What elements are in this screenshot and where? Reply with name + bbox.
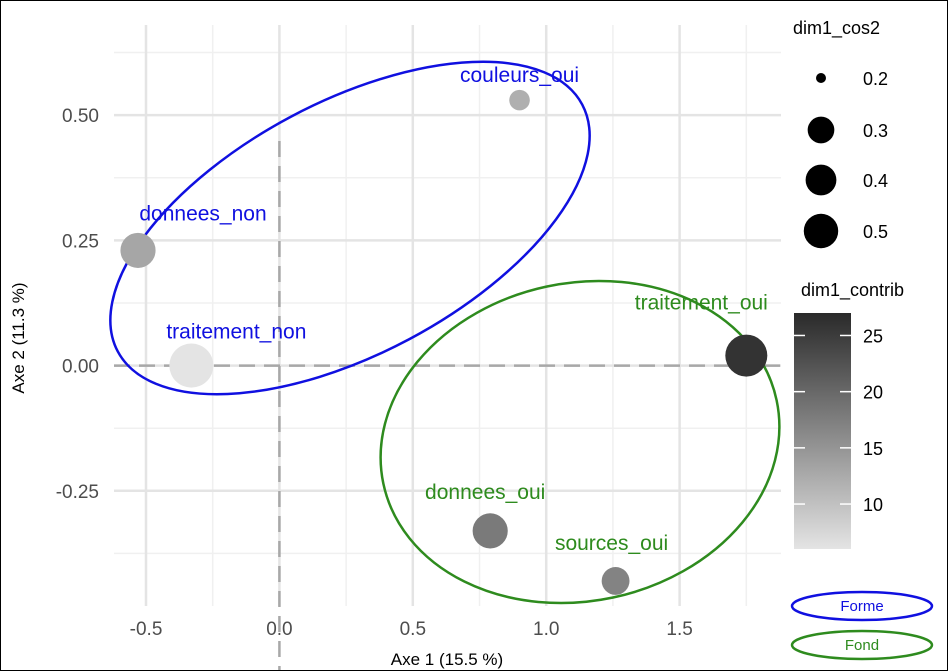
x-tick-label: 0.0 (266, 619, 292, 640)
color-legend-title: dim1_contrib (801, 280, 904, 301)
group-key-label: Forme (840, 598, 883, 615)
color-legend-label: 20 (863, 383, 883, 403)
axis-ticks: -0.5 0.0 0.5 1.0 1.5 0.50 0.25 0.00 -0.25 (56, 106, 693, 640)
group-key-Fond (790, 629, 934, 661)
color-legend-label: 15 (863, 439, 883, 459)
point-label-traitement_oui: traitement_oui (635, 292, 768, 315)
point-sources_oui (601, 567, 630, 595)
x-tick-label: 1.0 (533, 619, 559, 640)
color-legend: 25 20 15 10 (794, 313, 883, 549)
size-legend: 0.2 0.3 0.4 0.5 (803, 69, 888, 249)
color-legend-label: 25 (863, 326, 883, 346)
point-traitement_oui (725, 334, 768, 377)
group-ellipses (109, 60, 781, 605)
y-tick-label: 0.00 (62, 357, 99, 378)
group-key: Forme Fond (790, 590, 934, 661)
point-label-donnees_non: donnees_non (139, 202, 266, 225)
ellipse-fond (379, 279, 781, 605)
point-label-sources_oui: sources_oui (555, 532, 668, 555)
group-key-Forme (790, 590, 934, 622)
x-tick-label: 0.5 (400, 619, 426, 640)
point-donnees_oui (472, 513, 508, 549)
point-couleurs_oui (509, 89, 530, 111)
size-legend-swatch (816, 73, 826, 83)
data-points (120, 89, 768, 595)
size-legend-label: 0.2 (863, 69, 888, 89)
size-legend-swatch (805, 164, 837, 196)
size-legend-label: 0.5 (863, 222, 888, 242)
color-legend-bar (794, 313, 851, 549)
size-legend-swatch (803, 213, 839, 249)
y-tick-label: 0.25 (62, 231, 99, 252)
point-label-donnees_oui: donnees_oui (425, 481, 545, 504)
y-tick-label: -0.25 (56, 482, 99, 503)
y-axis-title: Axe 2 (11.3 %) (9, 282, 28, 393)
size-legend-title: dim1_cos2 (793, 18, 880, 39)
x-tick-label: -0.5 (130, 619, 163, 640)
zero-reference-lines (114, 141, 781, 670)
point-labels: couleurs_oui donnees_non traitement_non tra… (139, 64, 767, 555)
x-axis-title: Axe 1 (15.5 %) (391, 650, 503, 669)
point-traitement_non (169, 343, 214, 388)
point-label-couleurs_oui: couleurs_oui (460, 64, 579, 87)
point-donnees_non (120, 232, 156, 268)
size-legend-swatch (807, 116, 835, 144)
size-legend-label: 0.3 (863, 121, 888, 141)
ellipse-forme (109, 60, 591, 396)
group-key-label: Fond (845, 637, 879, 654)
size-legend-label: 0.4 (863, 171, 888, 191)
x-tick-label: 1.5 (666, 619, 692, 640)
point-label-traitement_non: traitement_non (166, 321, 306, 344)
color-legend-label: 10 (863, 495, 883, 515)
y-tick-label: 0.50 (62, 106, 99, 127)
